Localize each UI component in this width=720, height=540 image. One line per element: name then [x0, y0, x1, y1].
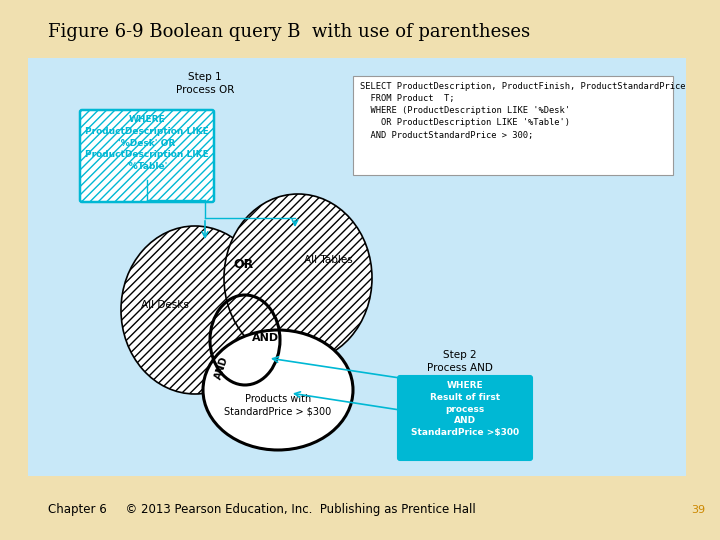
FancyBboxPatch shape — [28, 58, 686, 476]
Text: AND: AND — [251, 333, 279, 343]
Text: AND: AND — [214, 355, 230, 381]
FancyBboxPatch shape — [80, 110, 214, 202]
Text: SELECT ProductDescription, ProductFinish, ProductStandardPrice
  FROM Product  T: SELECT ProductDescription, ProductFinish… — [360, 82, 685, 140]
Text: Figure 6-9 Boolean query B  with use of parentheses: Figure 6-9 Boolean query B with use of p… — [48, 23, 530, 41]
Text: All Desks: All Desks — [141, 300, 189, 310]
Text: WHERE
Result of first
process
AND
StandardPrice >$300: WHERE Result of first process AND Standa… — [411, 381, 519, 437]
Text: Chapter 6     © 2013 Pearson Education, Inc.  Publishing as Prentice Hall: Chapter 6 © 2013 Pearson Education, Inc.… — [48, 503, 476, 516]
FancyBboxPatch shape — [398, 376, 532, 460]
Text: WHERE
ProductDescription LIKE
'%Desk' OR
ProductDescription LIKE
'%Table': WHERE ProductDescription LIKE '%Desk' OR… — [85, 115, 209, 171]
Ellipse shape — [121, 226, 269, 394]
Text: Products with
StandardPrice > $300: Products with StandardPrice > $300 — [225, 394, 332, 416]
Text: All Tables: All Tables — [304, 255, 352, 265]
Text: 39: 39 — [691, 505, 705, 515]
Ellipse shape — [203, 330, 353, 450]
Text: Step 2
Process AND: Step 2 Process AND — [427, 350, 493, 373]
Text: OR: OR — [233, 259, 253, 272]
Ellipse shape — [224, 194, 372, 362]
Text: Step 1
Process OR: Step 1 Process OR — [176, 72, 234, 95]
FancyBboxPatch shape — [353, 76, 673, 175]
